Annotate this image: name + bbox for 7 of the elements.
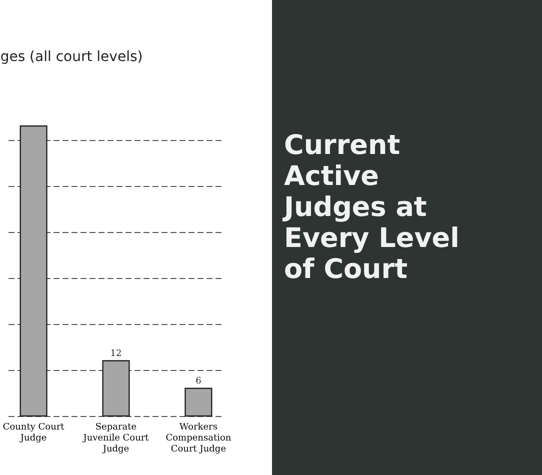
text: Current Active Judges at Every Level of Court xyxy=(284,130,460,285)
x-tick-label: County Court Judge xyxy=(2,422,65,444)
x-tick-label: Workers Compensation Court Judge xyxy=(166,422,232,454)
data-label: 12 xyxy=(110,348,122,359)
data-label: 6 xyxy=(196,376,202,386)
chart-title: ges (all court levels) xyxy=(0,49,143,65)
x-tick-label: Separate Juvenile Court Judge xyxy=(82,422,150,454)
